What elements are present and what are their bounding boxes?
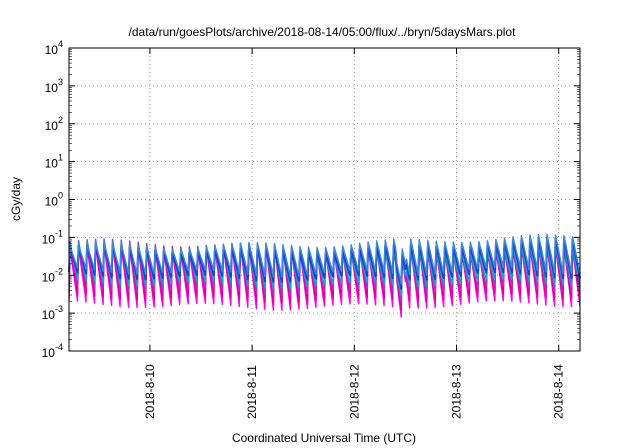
y-tick-label: 10-2 [42, 266, 63, 284]
grid [69, 48, 580, 351]
y-axis-label: cGy/day [9, 177, 23, 221]
series-line [68, 243, 581, 318]
chart-title: /data/run/goesPlots/archive/2018-08-14/0… [129, 25, 517, 39]
y-axis: 10-4 10-3 10-2 10-1 100 101 102 103 104 [42, 39, 580, 360]
x-axis-label: Coordinated Universal Time (UTC) [232, 431, 416, 445]
series-layer [68, 233, 581, 318]
series-line [68, 236, 581, 290]
series-line [68, 238, 581, 303]
y-tick-label: 100 [45, 191, 63, 209]
y-tick-label: 103 [45, 77, 63, 95]
x-tick-label: 2018-8-14 [552, 364, 566, 419]
x-axis: 2018-8-10 2018-8-11 2018-8-12 2018-8-13 2018… [143, 48, 566, 419]
series-line [68, 233, 581, 285]
series-line [68, 239, 581, 311]
x-tick-label: 2018-8-13 [450, 364, 464, 419]
series-line [68, 240, 581, 297]
y-tick-label: 10-1 [42, 228, 63, 246]
y-tick-label: 10-3 [42, 304, 63, 322]
y-tick-label: 101 [45, 153, 63, 171]
y-tick-label: 102 [45, 115, 63, 133]
y-tick-label: 104 [45, 39, 63, 57]
y-tick-label: 10-4 [42, 342, 63, 360]
x-tick-label: 2018-8-12 [347, 364, 361, 419]
x-tick-label: 2018-8-11 [245, 365, 259, 419]
x-tick-label: 2018-8-10 [143, 364, 157, 419]
